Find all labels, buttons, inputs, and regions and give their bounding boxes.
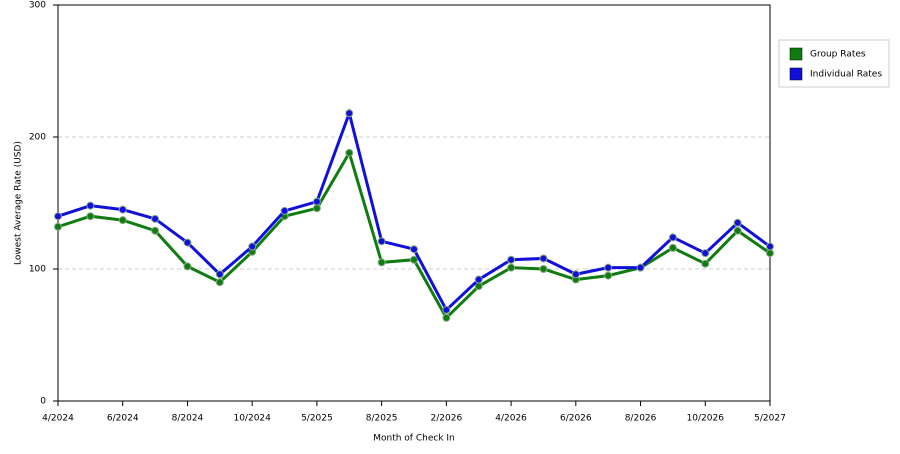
- point: [539, 254, 548, 263]
- point: [410, 245, 418, 254]
- point: [86, 212, 95, 221]
- x-tick-label: 5/2027: [754, 414, 786, 424]
- legend-label: Individual Rates: [810, 70, 882, 80]
- x-tick-label: 4/2024: [42, 414, 74, 424]
- point: [442, 313, 451, 322]
- series-line: [57, 149, 771, 321]
- x-tick-label: 10/2024: [233, 414, 271, 424]
- point: [248, 242, 257, 251]
- point: [539, 265, 548, 273]
- point: [377, 237, 386, 246]
- point: [668, 243, 677, 252]
- point: [312, 197, 321, 206]
- point: [604, 271, 613, 280]
- point: [571, 270, 580, 279]
- y-tick-label: 300: [29, 1, 46, 11]
- series-line: [57, 108, 771, 313]
- x-tick-label: 6/2024: [107, 414, 139, 424]
- point: [507, 255, 516, 264]
- legend-label: Group Rates: [810, 50, 866, 60]
- legend-swatch: [789, 67, 803, 81]
- point: [345, 109, 354, 118]
- point: [474, 275, 483, 284]
- point: [636, 263, 645, 272]
- x-tick-label: 2/2026: [431, 414, 463, 424]
- x-tick-label: 8/2024: [172, 414, 204, 424]
- point: [183, 238, 192, 247]
- point: [733, 226, 742, 235]
- x-tick-label: 8/2025: [366, 414, 398, 424]
- x-tick-label: 6/2026: [560, 414, 592, 424]
- y-tick-label: 0: [40, 397, 46, 407]
- point: [280, 206, 289, 215]
- point: [345, 148, 354, 157]
- point: [215, 278, 224, 287]
- point: [54, 212, 62, 221]
- point: [86, 201, 95, 210]
- point: [151, 226, 160, 235]
- plot-frame: [57, 4, 771, 402]
- y-axis-label: Lowest Average Rate (USD): [14, 141, 24, 265]
- point: [604, 263, 613, 272]
- point: [766, 242, 774, 251]
- point: [733, 218, 742, 227]
- x-axis-label: Month of Check In: [373, 434, 455, 444]
- point: [54, 222, 62, 231]
- point: [507, 263, 516, 272]
- y-tick-label: 200: [29, 133, 46, 143]
- point: [312, 204, 321, 213]
- x-tick-label: 10/2026: [687, 414, 725, 424]
- point: [118, 205, 127, 214]
- legend-swatch: [789, 47, 803, 61]
- point: [377, 258, 386, 267]
- point: [151, 214, 160, 223]
- x-tick-label: 5/2025: [301, 414, 333, 424]
- point: [442, 305, 451, 314]
- point: [668, 233, 677, 242]
- point: [118, 216, 127, 225]
- point: [766, 249, 774, 258]
- point: [701, 249, 710, 258]
- y-tick-label: 100: [29, 265, 46, 275]
- x-tick-label: 4/2026: [495, 414, 527, 424]
- point: [701, 259, 710, 268]
- x-tick-label: 8/2026: [625, 414, 657, 424]
- point: [183, 262, 192, 271]
- point: [410, 255, 418, 264]
- point: [215, 270, 224, 279]
